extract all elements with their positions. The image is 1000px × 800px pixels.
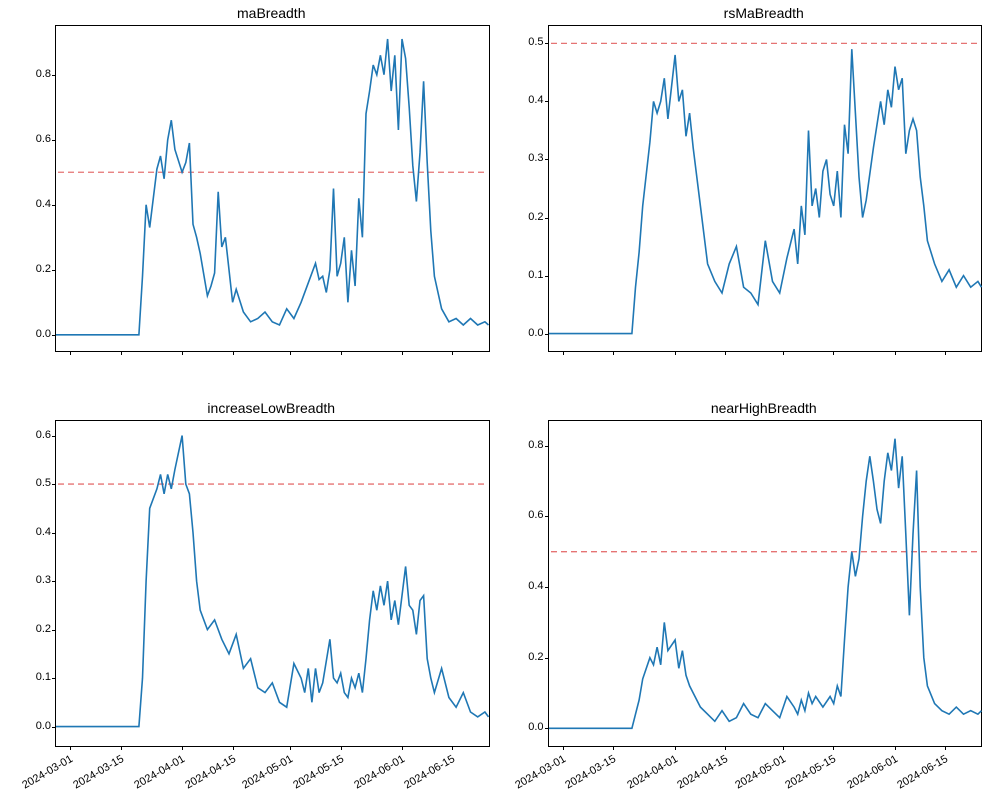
ytick-label: 0.1 bbox=[0, 269, 544, 281]
plot-area bbox=[548, 420, 983, 747]
ytick-label: 0.6 bbox=[0, 509, 544, 521]
xtick-mark bbox=[182, 746, 183, 750]
xtick-mark bbox=[341, 746, 342, 750]
data-series-line bbox=[549, 49, 982, 333]
xtick-mark bbox=[182, 351, 183, 355]
xtick-mark bbox=[121, 351, 122, 355]
ytick-label: 0.6 bbox=[0, 133, 51, 145]
ytick-label: 0.2 bbox=[0, 211, 544, 223]
chart-svg bbox=[549, 26, 982, 351]
chart-svg bbox=[549, 421, 982, 746]
xtick-mark bbox=[563, 746, 564, 750]
xtick-mark bbox=[402, 746, 403, 750]
plot-area bbox=[548, 25, 983, 352]
xtick-mark bbox=[341, 351, 342, 355]
xtick-mark bbox=[895, 746, 896, 750]
ytick-label: 0.5 bbox=[0, 477, 51, 489]
xtick-mark bbox=[290, 746, 291, 750]
plot-area bbox=[55, 25, 490, 352]
chart-title: maBreadth bbox=[55, 5, 488, 21]
ytick-label: 0.8 bbox=[0, 68, 51, 80]
xtick-mark bbox=[613, 746, 614, 750]
xtick-mark bbox=[675, 351, 676, 355]
chart-title: increaseLowBreadth bbox=[55, 400, 488, 416]
xtick-mark bbox=[945, 746, 946, 750]
data-series-line bbox=[56, 39, 489, 335]
ytick-label: 0.2 bbox=[0, 623, 51, 635]
xtick-mark bbox=[675, 746, 676, 750]
ytick-label: 0.0 bbox=[0, 721, 544, 733]
ytick-label: 0.2 bbox=[0, 651, 544, 663]
xtick-mark bbox=[725, 746, 726, 750]
xtick-mark bbox=[833, 351, 834, 355]
xtick-mark bbox=[833, 746, 834, 750]
ytick-label: 0.4 bbox=[0, 526, 51, 538]
ytick-label: 0.1 bbox=[0, 671, 51, 683]
chart-title: nearHighBreadth bbox=[548, 400, 981, 416]
ytick-label: 0.4 bbox=[0, 94, 544, 106]
chart-title: rsMaBreadth bbox=[548, 5, 981, 21]
ytick-label: 0.4 bbox=[0, 198, 51, 210]
xtick-mark bbox=[563, 351, 564, 355]
xtick-mark bbox=[70, 351, 71, 355]
xtick-mark bbox=[290, 351, 291, 355]
xtick-mark bbox=[70, 746, 71, 750]
ytick-label: 0.5 bbox=[0, 36, 544, 48]
xtick-mark bbox=[783, 351, 784, 355]
xtick-mark bbox=[613, 351, 614, 355]
figure: maBreadth0.00.20.40.60.8rsMaBreadth0.00.… bbox=[0, 0, 1000, 800]
ytick-label: 0.3 bbox=[0, 152, 544, 164]
xtick-mark bbox=[402, 351, 403, 355]
ytick-label: 0.0 bbox=[0, 327, 544, 339]
ytick-label: 0.8 bbox=[0, 439, 544, 451]
xtick-mark bbox=[452, 351, 453, 355]
xtick-mark bbox=[233, 351, 234, 355]
ytick-label: 0.4 bbox=[0, 580, 544, 592]
xtick-mark bbox=[233, 746, 234, 750]
xtick-mark bbox=[725, 351, 726, 355]
xtick-mark bbox=[783, 746, 784, 750]
xtick-mark bbox=[945, 351, 946, 355]
chart-svg bbox=[56, 26, 489, 351]
xtick-mark bbox=[121, 746, 122, 750]
xtick-mark bbox=[452, 746, 453, 750]
xtick-mark bbox=[895, 351, 896, 355]
data-series-line bbox=[549, 439, 982, 729]
